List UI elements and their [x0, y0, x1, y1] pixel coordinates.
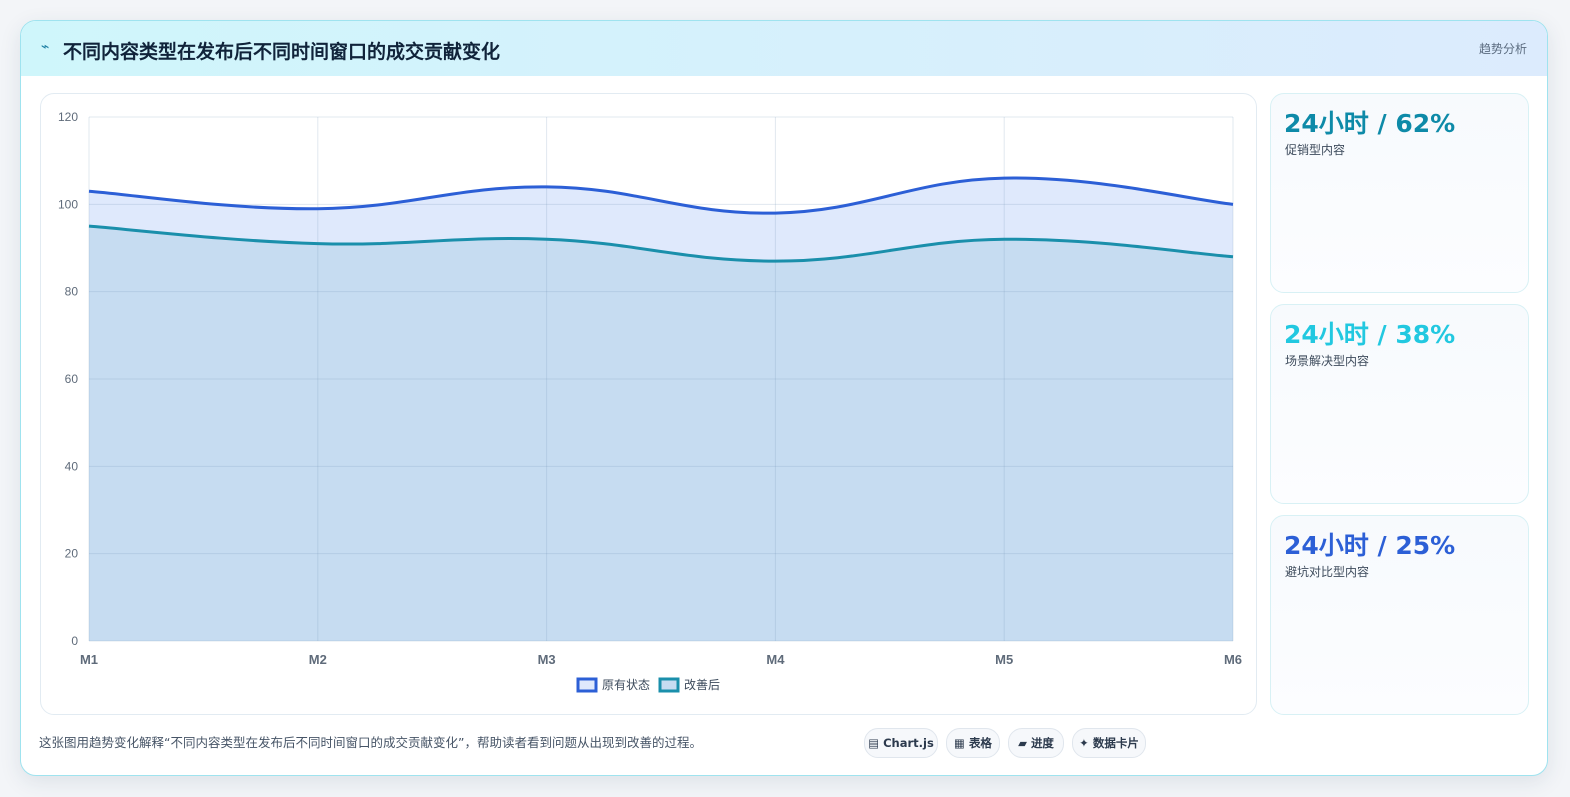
chart-description: 这张图用趋势变化解释“不同内容类型在发布后不同时间窗口的成交贡献变化”，帮助读者…	[39, 732, 702, 751]
stat-label: 避坑对比型内容	[1285, 563, 1369, 580]
x-tick-label: M5	[995, 652, 1013, 667]
x-tick-label: M2	[309, 652, 327, 667]
stat-value: 24小时 / 25%	[1284, 526, 1455, 562]
chip-table[interactable]: ▦ 表格	[946, 728, 1000, 758]
table-icon: ▦	[954, 736, 965, 750]
dashboard-card: ⌁ 不同内容类型在发布后不同时间窗口的成交贡献变化 趋势分析 0 20 40 60 80…	[20, 20, 1548, 776]
legend-label: 原有状态	[602, 678, 650, 692]
y-tick-label: 120	[58, 110, 78, 124]
chart-icon: ▤	[868, 736, 879, 750]
y-tick-label: 100	[58, 197, 78, 211]
y-tick-label: 40	[65, 459, 79, 473]
chip-data-card[interactable]: ✦ 数据卡片	[1072, 728, 1146, 758]
legend-swatch	[660, 679, 678, 691]
header-tag: 趋势分析	[1479, 40, 1527, 57]
stat-label: 场景解决型内容	[1285, 352, 1369, 369]
legend-label: 改善后	[684, 677, 720, 692]
chip-label: Chart.js	[883, 736, 934, 750]
page-title: 不同内容类型在发布后不同时间窗口的成交贡献变化	[63, 37, 500, 64]
stat-card-comparison: 24小时 / 25% 避坑对比型内容	[1270, 515, 1529, 715]
legend-swatch	[578, 679, 596, 691]
series-area-2	[89, 226, 1233, 641]
chip-label: 表格	[969, 736, 992, 750]
chip-label: 数据卡片	[1093, 736, 1139, 750]
x-tick-label: M6	[1224, 652, 1242, 667]
y-tick-label: 80	[65, 285, 79, 299]
sparkle-icon: ✦	[1079, 736, 1089, 750]
x-tick-label: M4	[766, 652, 785, 667]
chip-label: 进度	[1031, 736, 1054, 750]
stat-card-scenario: 24小时 / 38% 场景解决型内容	[1270, 304, 1529, 504]
x-tick-label: M1	[80, 652, 98, 667]
stat-card-promo: 24小时 / 62% 促销型内容	[1270, 93, 1529, 293]
y-tick-label: 0	[71, 634, 78, 648]
y-tick-label: 60	[65, 372, 79, 386]
card-header: ⌁ 不同内容类型在发布后不同时间窗口的成交贡献变化 趋势分析	[21, 21, 1547, 76]
area-chart: 0 20 40 60 80 100 120 M1 M2 M3 M4 M5 M6 原有状态 改善后	[41, 94, 1256, 714]
x-tick-label: M3	[538, 652, 556, 667]
progress-icon: ▰	[1018, 736, 1027, 750]
chip-chartjs[interactable]: ▤ Chart.js	[864, 728, 938, 758]
chart-panel: 0 20 40 60 80 100 120 M1 M2 M3 M4 M5 M6 原有状态 改善后	[40, 93, 1257, 715]
trend-icon: ⌁	[41, 39, 49, 55]
stat-value: 24小时 / 38%	[1284, 315, 1455, 351]
stat-label: 促销型内容	[1285, 141, 1345, 158]
stat-value: 24小时 / 62%	[1284, 104, 1455, 140]
chip-progress[interactable]: ▰ 进度	[1008, 728, 1064, 758]
y-tick-label: 20	[65, 547, 79, 561]
